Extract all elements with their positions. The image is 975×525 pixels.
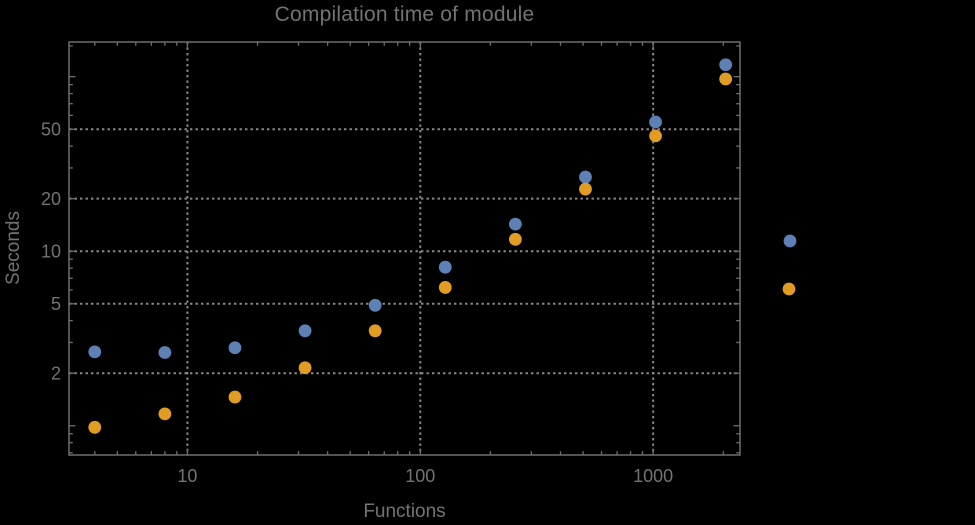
data-point-series-1 [368, 298, 382, 312]
legend-marker-series-2 [782, 282, 796, 296]
x-axis-label: Functions [363, 501, 446, 522]
data-point-series-2 [88, 420, 102, 434]
data-point-series-2 [368, 324, 382, 338]
data-point-series-1 [438, 260, 452, 274]
data-point-series-2 [579, 182, 592, 196]
y-tick-label: 20 [41, 189, 61, 209]
x-tick-label: 100 [405, 466, 435, 486]
y-tick-label: 10 [41, 242, 61, 262]
x-tick-label: 10 [177, 466, 197, 486]
data-point-series-1 [649, 115, 662, 129]
plot-frame [68, 41, 741, 456]
y-tick-label: 50 [41, 120, 61, 140]
data-point-series-1 [719, 58, 733, 72]
data-point-series-1 [88, 345, 102, 359]
data-point-series-2 [158, 407, 172, 421]
data-point-series-1 [158, 346, 172, 359]
y-tick-label: 5 [51, 294, 61, 314]
data-point-series-2 [719, 72, 733, 86]
data-point-series-1 [298, 324, 312, 338]
data-point-series-2 [228, 390, 242, 404]
y-tick-label: 2 [51, 364, 61, 384]
data-point-series-1 [579, 170, 592, 184]
data-point-series-1 [228, 341, 242, 355]
data-point-series-2 [438, 281, 452, 294]
data-point-series-2 [508, 232, 522, 246]
chart-title: Compilation time of module [274, 3, 535, 26]
data-point-series-2 [298, 361, 312, 375]
x-tick-label: 1000 [633, 466, 673, 486]
data-point-series-2 [649, 129, 662, 143]
data-point-series-1 [508, 217, 522, 231]
legend-marker-series-1 [783, 234, 797, 248]
